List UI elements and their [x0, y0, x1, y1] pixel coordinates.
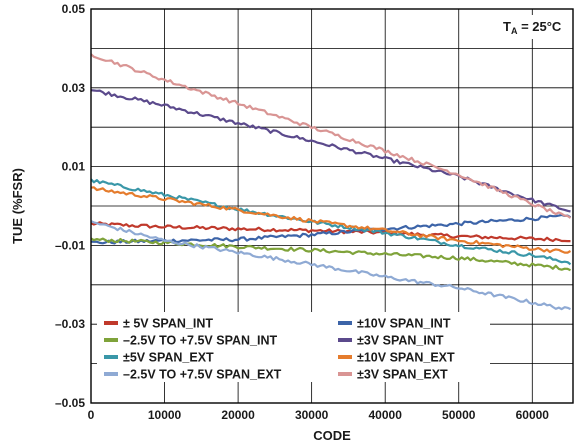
legend-label: ±10V SPAN_EXT [357, 351, 455, 365]
y-tick-label: –0.03 [55, 317, 85, 331]
y-tick-labels: –0.05 –0.03 –0.01 0.01 0.03 0.05 [55, 2, 85, 410]
y-tick-label: 0.05 [62, 2, 86, 16]
temperature-annotation: TA = 25°C [498, 15, 570, 39]
x-tick-label: 0 [88, 408, 95, 422]
series-layer [90, 53, 572, 311]
series-line [90, 221, 571, 243]
x-axis-label: CODE [313, 428, 351, 443]
y-tick-label: 0.01 [62, 160, 86, 174]
legend-label: ±10V SPAN_INT [357, 317, 451, 331]
legend: ± 5V SPAN_INT ±10V SPAN_INT –2.5V TO +7.5V… [97, 312, 490, 382]
x-tick-label: 50000 [442, 408, 476, 422]
legend-background [97, 312, 490, 382]
plot-frame [90, 8, 574, 404]
legend-label: ±3V SPAN_INT [357, 334, 444, 348]
legend-label: –2.5V TO +7.5V SPAN_INT [123, 334, 277, 348]
annotation-background [498, 15, 570, 39]
series-line [90, 220, 571, 311]
x-tick-label: 30000 [295, 408, 329, 422]
series-line [90, 53, 572, 219]
x-tick-labels: 0 10000 20000 30000 40000 50000 60000 [88, 408, 550, 422]
y-tick-label: –0.05 [55, 396, 85, 410]
y-tick-label: –0.01 [55, 238, 85, 252]
temperature-annotation-text: TA = 25°C [503, 19, 562, 36]
x-tick-label: 10000 [148, 408, 182, 422]
legend-label: ±3V SPAN_EXT [357, 368, 448, 382]
x-tick-label: 20000 [221, 408, 255, 422]
x-tick-label: 60000 [516, 408, 550, 422]
x-tick-label: 40000 [369, 408, 403, 422]
legend-label: –2.5V TO +7.5V SPAN_EXT [123, 368, 282, 382]
legend-label: ± 5V SPAN_INT [123, 317, 213, 331]
series-line [90, 186, 572, 254]
y-tick-label: 0.03 [62, 81, 86, 95]
y-axis-label: TUE (%FSR) [10, 168, 25, 244]
legend-label: ±5V SPAN_EXT [123, 351, 214, 365]
series-line [90, 178, 572, 266]
